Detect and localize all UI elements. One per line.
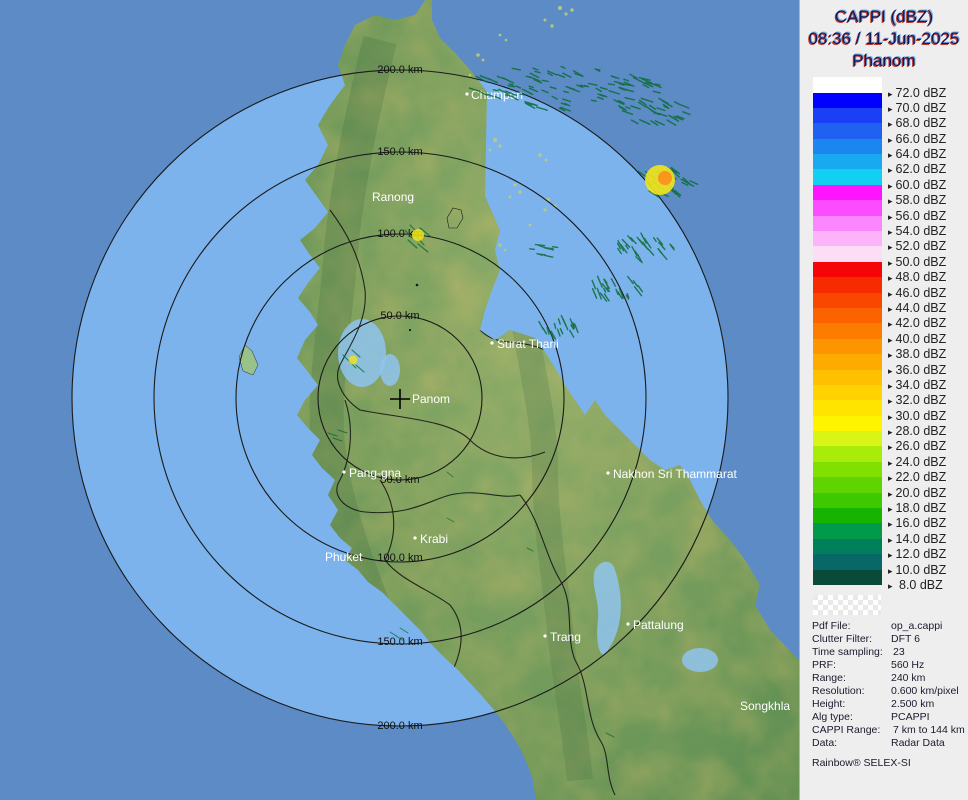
svg-text:Trang: Trang: [550, 630, 581, 644]
svg-text:200.0 km: 200.0 km: [377, 720, 422, 732]
svg-text:Surat Thani: Surat Thani: [497, 337, 559, 351]
svg-text:Krabi: Krabi: [420, 532, 448, 546]
svg-text:Pattalung: Pattalung: [633, 618, 684, 632]
svg-text:Nakhon Sri Thammarat: Nakhon Sri Thammarat: [613, 467, 737, 481]
svg-text:150.0 km: 150.0 km: [377, 636, 422, 648]
svg-text:150.0 km: 150.0 km: [377, 146, 422, 158]
svg-text:Ranong: Ranong: [372, 190, 414, 204]
svg-text:Songkhla: Songkhla: [740, 699, 790, 713]
svg-text:200.0 km: 200.0 km: [377, 64, 422, 76]
svg-text:Panom: Panom: [412, 392, 450, 406]
svg-text:50.0 km: 50.0 km: [380, 310, 419, 322]
svg-text:Phuket: Phuket: [325, 550, 363, 564]
svg-text:100.0 km: 100.0 km: [377, 552, 422, 564]
svg-text:Pang-gna: Pang-gna: [349, 466, 401, 480]
